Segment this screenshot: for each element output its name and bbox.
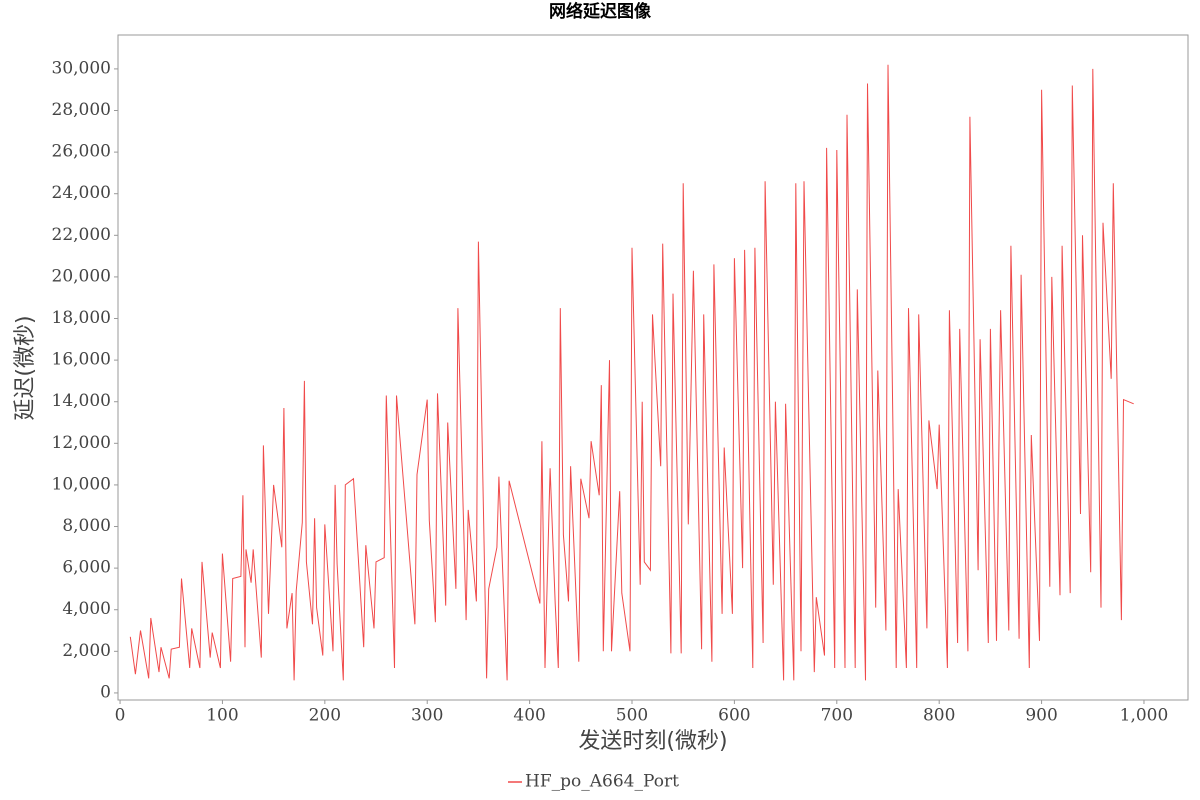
chart-title: 网络延迟图像 <box>549 1 652 22</box>
x-tick-label: 600 <box>718 706 750 726</box>
x-tick-label: 900 <box>1025 706 1057 726</box>
y-tick-label: 4,000 <box>62 599 111 619</box>
legend-label: HF_po_A664_Port <box>525 772 679 792</box>
y-tick-label: 8,000 <box>62 516 111 536</box>
x-tick-label: 800 <box>923 706 955 726</box>
x-tick-label: 300 <box>411 706 443 726</box>
x-axis-label: 发送时刻(微秒) <box>578 729 727 754</box>
y-tick-label: 26,000 <box>52 142 111 162</box>
y-tick-label: 14,000 <box>52 391 111 411</box>
y-tick-label: 28,000 <box>52 100 111 120</box>
x-tick-label: 0 <box>115 706 126 726</box>
y-tick-label: 16,000 <box>52 350 111 370</box>
x-tick-label: 700 <box>821 706 853 726</box>
y-tick-label: 0 <box>100 682 111 702</box>
x-tick-label: 100 <box>206 706 238 726</box>
y-tick-label: 30,000 <box>52 58 111 78</box>
y-tick-label: 22,000 <box>52 225 111 245</box>
y-tick-label: 6,000 <box>62 558 111 578</box>
y-tick-label: 24,000 <box>52 183 111 203</box>
y-tick-label: 12,000 <box>52 433 111 453</box>
plot-frame <box>117 34 1189 701</box>
y-tick-label: 10,000 <box>52 474 111 494</box>
x-tick-label: 200 <box>309 706 341 726</box>
x-tick-label: 500 <box>616 706 648 726</box>
x-tick-label: 1,000 <box>1120 706 1169 726</box>
data-line <box>129 64 1134 681</box>
y-axis-label: 延迟(微秒) <box>13 315 38 420</box>
x-tick-label: 400 <box>513 706 545 726</box>
y-tick-label: 18,000 <box>52 308 111 328</box>
y-tick-label: 20,000 <box>52 266 111 286</box>
y-tick-label: 2,000 <box>62 641 111 661</box>
